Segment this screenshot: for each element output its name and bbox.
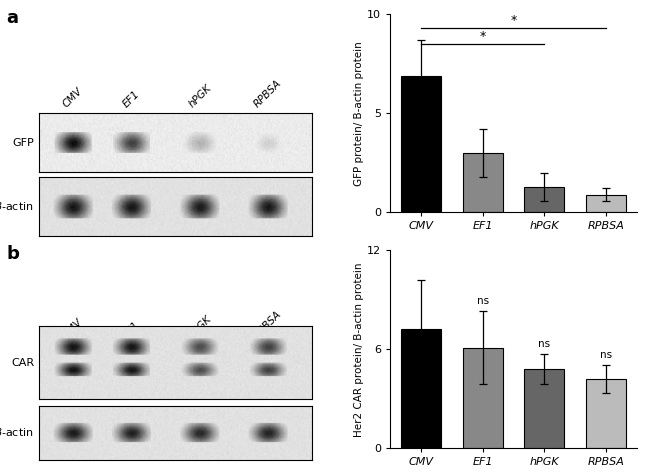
- Text: CMV: CMV: [61, 317, 85, 340]
- Text: ns: ns: [600, 350, 612, 360]
- Text: hPGK: hPGK: [187, 314, 213, 340]
- Bar: [463, 153, 502, 212]
- Text: b: b: [6, 245, 20, 263]
- Text: hPGK: hPGK: [187, 83, 213, 109]
- Text: CAR: CAR: [11, 358, 34, 368]
- Text: EF1: EF1: [122, 88, 142, 109]
- Text: CMV: CMV: [61, 85, 85, 109]
- Text: ns: ns: [538, 339, 551, 349]
- Text: *: *: [510, 14, 517, 27]
- Y-axis label: GFP protein/ B-actin protein: GFP protein/ B-actin protein: [354, 41, 364, 185]
- Bar: [586, 379, 626, 448]
- Bar: [525, 369, 564, 448]
- Bar: [401, 329, 441, 448]
- Y-axis label: Her2 CAR protein/ B-actin protein: Her2 CAR protein/ B-actin protein: [354, 262, 364, 437]
- Bar: [401, 76, 441, 212]
- Text: ns: ns: [476, 296, 489, 306]
- Text: a: a: [6, 9, 18, 27]
- Text: EF1: EF1: [122, 320, 142, 340]
- Bar: [525, 186, 564, 212]
- Text: GFP: GFP: [12, 138, 34, 148]
- Text: *: *: [480, 30, 486, 43]
- Text: RPBSA: RPBSA: [252, 309, 284, 340]
- Text: RPBSA: RPBSA: [252, 78, 284, 109]
- Bar: [586, 194, 626, 212]
- Text: $\beta$-actin: $\beta$-actin: [0, 426, 34, 440]
- Text: $\beta$-actin: $\beta$-actin: [0, 200, 34, 213]
- Bar: [463, 348, 502, 448]
